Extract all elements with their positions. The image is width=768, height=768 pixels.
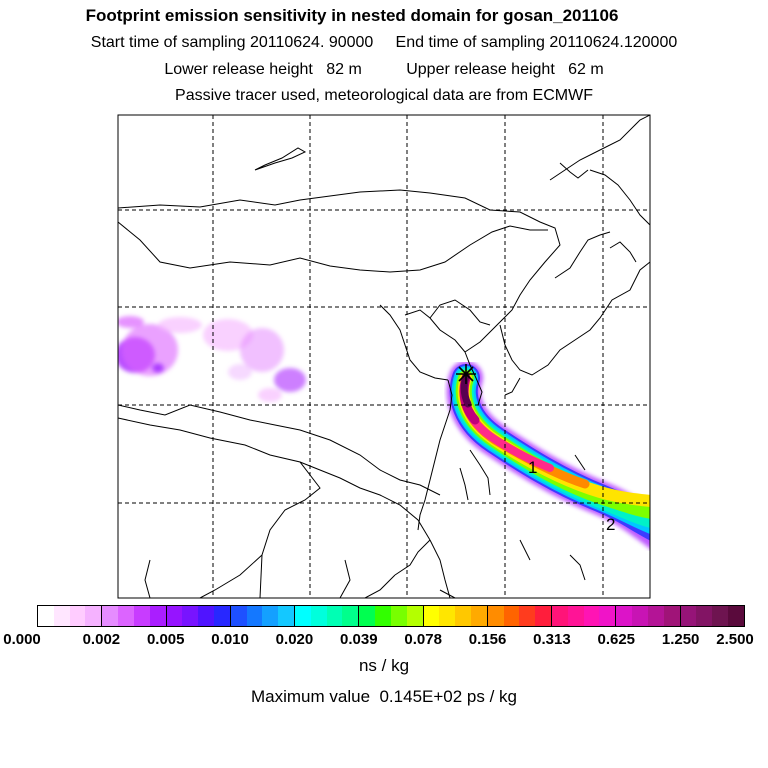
colorbar-segment (632, 606, 648, 626)
colorbar-segment (133, 606, 150, 626)
colorbar-segment (182, 606, 199, 626)
colorbar-segment (616, 606, 633, 626)
colorbar-segment (359, 606, 376, 626)
colorbar-segment (166, 606, 183, 626)
colorbar-tick-label: 0.078 (404, 631, 442, 648)
sampling-time-line: Start time of sampling 20110624. 90000 E… (90, 34, 678, 51)
colorbar-segment (599, 606, 617, 626)
map-frame (117, 114, 651, 599)
colorbar-segment (423, 606, 440, 626)
colorbar-segment (696, 606, 713, 626)
coastlines (118, 115, 650, 598)
colorbar-segment (262, 606, 279, 626)
colorbar-segment (712, 606, 728, 626)
footprint-map: 1 2 (117, 114, 651, 599)
colorbar-segment (118, 606, 134, 626)
colorbar-segment (102, 606, 119, 626)
colorbar-segment (149, 606, 167, 626)
colorbar-segment (53, 606, 70, 626)
colorbar-segment (503, 606, 520, 626)
colorbar-segment (552, 606, 568, 626)
colorbar-segment (583, 606, 600, 626)
colorbar-segment (406, 606, 424, 626)
colorbar-segment (375, 606, 391, 626)
plume-label-2: 2 (606, 515, 615, 534)
map-title: Footprint emission sensitivity in nested… (85, 6, 619, 25)
colorbar-segment (69, 606, 86, 626)
colorbar-segment (278, 606, 295, 626)
colorbar-segment (519, 606, 536, 626)
colorbar-segment (310, 606, 327, 626)
colorbar-segment (647, 606, 664, 626)
colorbar-tick-label: 0.156 (468, 631, 507, 648)
lat-lon-gridlines (118, 115, 650, 598)
plume-label-1: 1 (528, 458, 537, 477)
colorbar-segment (390, 606, 407, 626)
colorbar-segment (470, 606, 488, 626)
release-site-star-icon (456, 364, 476, 384)
colorbar-tick-label: 0.020 (275, 631, 314, 648)
tracer-info-line: Passive tracer used, meteorological data… (175, 87, 593, 104)
colorbar-tick-label: 0.000 (3, 631, 41, 648)
colorbar-segment (535, 606, 552, 626)
colorbar-segment (246, 606, 263, 626)
colorbar-tick-label: 2.500 (716, 631, 754, 648)
colorbar-tick-labels: 0.000 0.002 0.005 0.010 0.020 0.039 0.078 0.156… (0, 631, 768, 651)
release-height-line: Lower release height 82 m Upper release … (164, 61, 604, 78)
colorbar-segment (727, 606, 744, 626)
colorbar-segment (38, 606, 54, 626)
colorbar-segment (85, 606, 103, 626)
colorbar-tick-label: 0.010 (211, 631, 249, 648)
colorbar-units: ns / kg (358, 656, 410, 675)
colorbar-tick-label: 0.313 (533, 631, 571, 648)
map-background (118, 115, 650, 598)
west-sensitivity-patches (118, 316, 306, 402)
colorbar-tick-label: 0.625 (597, 631, 636, 648)
colorbar (37, 605, 745, 627)
colorbar-segment (198, 606, 214, 626)
colorbar-tick-label: 1.250 (661, 631, 700, 648)
colorbar-segment (230, 606, 247, 626)
colorbar-segment (663, 606, 681, 626)
colorbar-tick-label: 0.005 (146, 631, 185, 648)
colorbar-segment (567, 606, 584, 626)
colorbar-segment (213, 606, 231, 626)
colorbar-tick-label: 0.002 (82, 631, 121, 648)
colorbar-segment (487, 606, 504, 626)
colorbar-segment (455, 606, 471, 626)
maximum-value-text: Maximum value 0.145E+02 ps / kg (251, 687, 517, 706)
emission-plume (446, 361, 650, 549)
colorbar-segment (439, 606, 456, 626)
colorbar-tick-label: 0.039 (340, 631, 378, 648)
colorbar-segment (326, 606, 343, 626)
colorbar-segment (342, 606, 360, 626)
colorbar-segment (680, 606, 697, 626)
colorbar-segment (295, 606, 311, 626)
